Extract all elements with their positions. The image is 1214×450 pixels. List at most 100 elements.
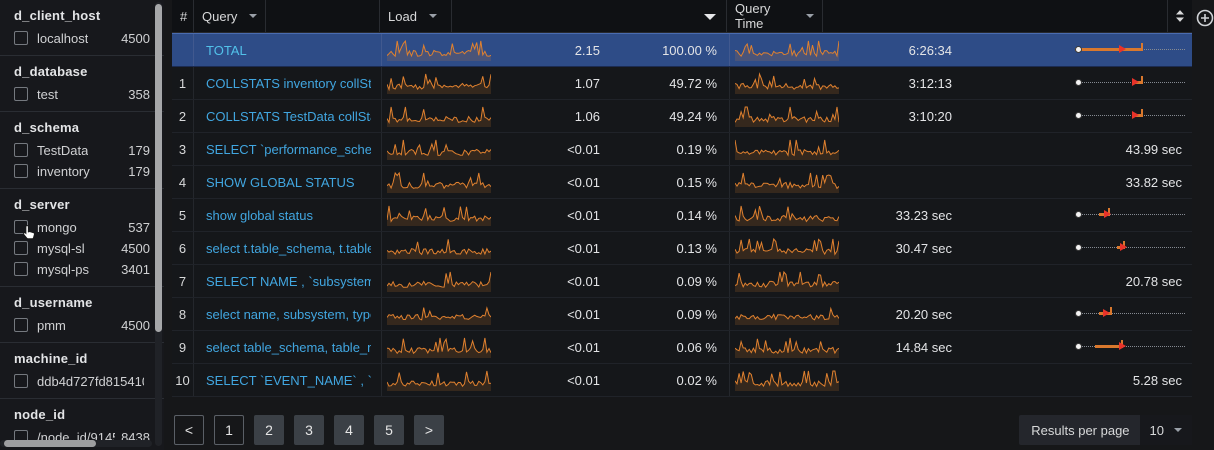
- load-value: <0.01: [500, 232, 600, 264]
- scrollbar-thumb[interactable]: [155, 4, 162, 332]
- prev-page-button[interactable]: <: [174, 415, 204, 445]
- filter-item-label: inventory: [37, 164, 90, 179]
- query-time-value: [842, 364, 956, 396]
- load-value: 2.15: [500, 34, 600, 66]
- query-link[interactable]: SELECT `performance_schem…: [206, 142, 371, 157]
- query-time-range-cell: [956, 34, 1192, 66]
- chevron-down-icon[interactable]: [429, 14, 437, 18]
- chevron-down-icon[interactable]: [249, 14, 257, 18]
- query-link[interactable]: COLLSTATS TestData collStat…: [206, 109, 371, 124]
- row-number: 8: [172, 298, 194, 330]
- checkbox-icon[interactable]: [14, 87, 28, 101]
- filter-item[interactable]: inventory 179: [14, 161, 150, 181]
- load-percent: 0.09 %: [600, 265, 730, 297]
- table-row[interactable]: 4 SHOW GLOBAL STATUS <0.01 0.15 % 33.82 …: [172, 166, 1192, 199]
- sort-column-header[interactable]: [1168, 0, 1192, 32]
- table-row[interactable]: TOTAL 2.15 100.00 % 6:26:34: [172, 33, 1192, 67]
- query-time-sparkline: [730, 331, 842, 363]
- checkbox-icon[interactable]: [14, 241, 28, 255]
- load-sparkline: [382, 34, 500, 66]
- filter-item[interactable]: ddb4d727fd815410225e: [14, 371, 150, 391]
- query-link[interactable]: SELECT `EVENT_NAME` , `C…: [206, 373, 371, 388]
- column-header-load[interactable]: Load: [380, 0, 452, 32]
- filter-group: d_username pmm 4500: [0, 287, 164, 343]
- query-cell: COLLSTATS inventory collStat…: [194, 67, 382, 99]
- query-time-range-cell: [956, 331, 1192, 363]
- filter-item[interactable]: mysql-ps 3401: [14, 259, 150, 279]
- load-sparkline: [382, 100, 500, 132]
- filters-sidebar: d_client_host localhost 4500 d_database …: [0, 0, 164, 450]
- latency-range-indicator: [1075, 340, 1185, 354]
- query-time-range-cell: [956, 100, 1192, 132]
- chevron-down-icon[interactable]: [704, 14, 716, 20]
- sidebar-vertical-scrollbar[interactable]: [155, 2, 162, 446]
- query-link[interactable]: COLLSTATS inventory collStat…: [206, 76, 371, 91]
- table-row[interactable]: 1 COLLSTATS inventory collStat… 1.07 49.…: [172, 67, 1192, 100]
- load-sparkline: [382, 67, 500, 99]
- query-time-sparkline: [730, 34, 842, 66]
- filter-item[interactable]: test 358: [14, 84, 150, 104]
- query-time-value: 20.20 sec: [842, 298, 956, 330]
- query-link[interactable]: SHOW GLOBAL STATUS: [206, 175, 355, 190]
- load-percent: 0.15 %: [600, 166, 730, 198]
- sort-arrows-icon[interactable]: [1176, 8, 1184, 24]
- scrollbar-thumb[interactable]: [4, 440, 96, 447]
- query-time-sparkline: [730, 166, 842, 198]
- query-link[interactable]: select t.table_schema, t.table_…: [206, 241, 371, 256]
- next-page-button[interactable]: >: [414, 415, 444, 445]
- table-row[interactable]: 10 SELECT `EVENT_NAME` , `C… <0.01 0.02 …: [172, 364, 1192, 397]
- load-percent: 0.09 %: [600, 298, 730, 330]
- query-cell: SELECT `performance_schem…: [194, 133, 382, 165]
- column-header-query[interactable]: Query: [194, 0, 266, 32]
- checkbox-icon[interactable]: [14, 143, 28, 157]
- filter-item-count: 4500: [115, 241, 150, 256]
- query-link[interactable]: select table_schema, table_na…: [206, 340, 371, 355]
- load-percent: 49.72 %: [600, 67, 730, 99]
- table-row[interactable]: 5 show global status <0.01 0.14 % 33.23 …: [172, 199, 1192, 232]
- column-header-query-time[interactable]: Query Time: [727, 0, 823, 32]
- load-sparkline: [382, 166, 500, 198]
- filter-item[interactable]: localhost 4500: [14, 28, 150, 48]
- query-link[interactable]: select name, subsystem, type, …: [206, 307, 371, 322]
- table-row[interactable]: 2 COLLSTATS TestData collStat… 1.06 49.2…: [172, 100, 1192, 133]
- filter-group: d_database test 358: [0, 56, 164, 112]
- plus-circle-icon[interactable]: [1196, 9, 1214, 27]
- filter-item-count: 179: [122, 143, 150, 158]
- checkbox-icon[interactable]: [14, 164, 28, 178]
- page-button-4[interactable]: 4: [334, 415, 364, 445]
- checkbox-icon[interactable]: [14, 262, 28, 276]
- page-button-5[interactable]: 5: [374, 415, 404, 445]
- table-row[interactable]: 8 select name, subsystem, type, … <0.01 …: [172, 298, 1192, 331]
- query-time-sparkline: [730, 100, 842, 132]
- checkbox-icon[interactable]: [14, 374, 28, 388]
- query-link[interactable]: show global status: [206, 208, 313, 223]
- page-button-1[interactable]: 1: [214, 415, 244, 445]
- page-button-2[interactable]: 2: [254, 415, 284, 445]
- table-row[interactable]: 3 SELECT `performance_schem… <0.01 0.19 …: [172, 133, 1192, 166]
- query-time-value: 30.47 sec: [842, 232, 956, 264]
- filter-item-label: pmm: [37, 318, 66, 333]
- sidebar-horizontal-scrollbar[interactable]: [0, 440, 152, 447]
- page-button-3[interactable]: 3: [294, 415, 324, 445]
- query-link[interactable]: TOTAL: [206, 43, 247, 58]
- checkbox-icon[interactable]: [14, 318, 28, 332]
- page-size-select[interactable]: 10: [1140, 415, 1192, 445]
- query-analytics-panel: # Query Load Query Time TOTAL 2.15 100.0…: [172, 0, 1214, 450]
- filter-item[interactable]: pmm 4500: [14, 315, 150, 335]
- query-cell: COLLSTATS TestData collStat…: [194, 100, 382, 132]
- query-link[interactable]: SELECT NAME , `subsystem` …: [206, 274, 371, 289]
- chevron-down-icon[interactable]: [806, 14, 814, 18]
- query-time-sparkline: [730, 67, 842, 99]
- table-row[interactable]: 6 select t.table_schema, t.table_… <0.01…: [172, 232, 1192, 265]
- results-per-page-control: Results per page 10: [1019, 415, 1192, 445]
- filter-item-count: 358: [122, 87, 150, 102]
- row-number: 1: [172, 67, 194, 99]
- query-time-value: 3:10:20: [842, 100, 956, 132]
- load-header-spacer: [452, 0, 727, 32]
- filter-item-label: mysql-sl: [37, 241, 85, 256]
- query-time-sparkline: [730, 232, 842, 264]
- filter-item[interactable]: TestData 179: [14, 140, 150, 160]
- checkbox-icon[interactable]: [14, 31, 28, 45]
- table-row[interactable]: 9 select table_schema, table_na… <0.01 0…: [172, 331, 1192, 364]
- table-row[interactable]: 7 SELECT NAME , `subsystem` … <0.01 0.09…: [172, 265, 1192, 298]
